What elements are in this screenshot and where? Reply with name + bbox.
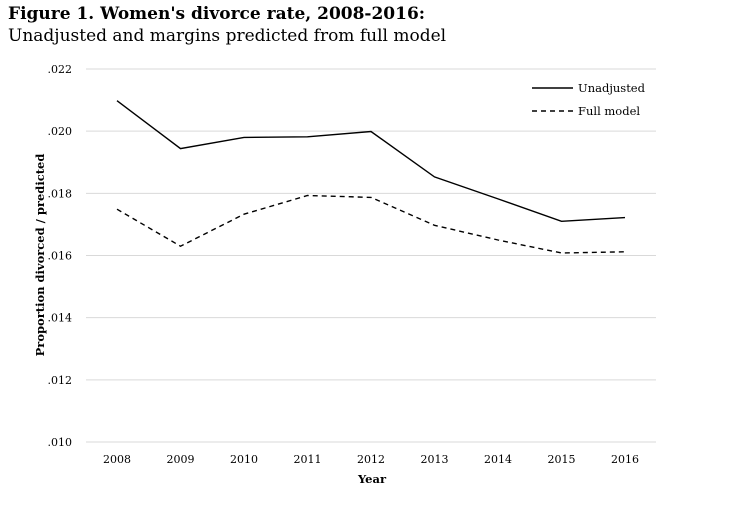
figure-subtitle: Unadjusted and margins predicted from fu… [8,26,447,46]
x-tick-label: 2010 [230,453,258,466]
y-tick-label: .020 [48,125,73,138]
x-tick-label: 2015 [548,453,576,466]
x-tick-label: 2012 [357,453,385,466]
y-tick-label: .012 [48,374,73,387]
x-tick-label: 2011 [294,453,322,466]
x-tick-label: 2013 [421,453,449,466]
legend-label: Full model [578,104,640,118]
series-line-full-model [116,194,626,254]
series-lines [116,100,626,254]
legend-label: Unadjusted [578,81,646,95]
x-tick-label: 2016 [611,453,639,466]
gridlines [86,68,656,443]
x-tick-label: 2008 [103,453,131,466]
x-axis-ticks: 2008 2009 2010 2011 2012 2013 2014 2015 2016 [103,453,639,466]
y-tick-label: .010 [48,436,73,449]
y-tick-label: .014 [48,312,73,325]
series-line-unadjusted [116,100,626,223]
legend: Unadjusted Full model [532,81,646,118]
figure-title: Figure 1. Women's divorce rate, 2008-201… [8,4,426,24]
y-axis-ticks: .010 .012 .014 .016 .018 .020 .022 [48,63,73,449]
y-axis-title: Proportion divorced / predicted [33,154,47,357]
y-tick-label: .022 [48,63,73,76]
x-tick-label: 2009 [167,453,195,466]
x-axis-title: Year [357,472,387,486]
x-tick-label: 2014 [484,453,512,466]
y-tick-label: .018 [48,187,73,200]
y-tick-label: .016 [48,250,73,263]
